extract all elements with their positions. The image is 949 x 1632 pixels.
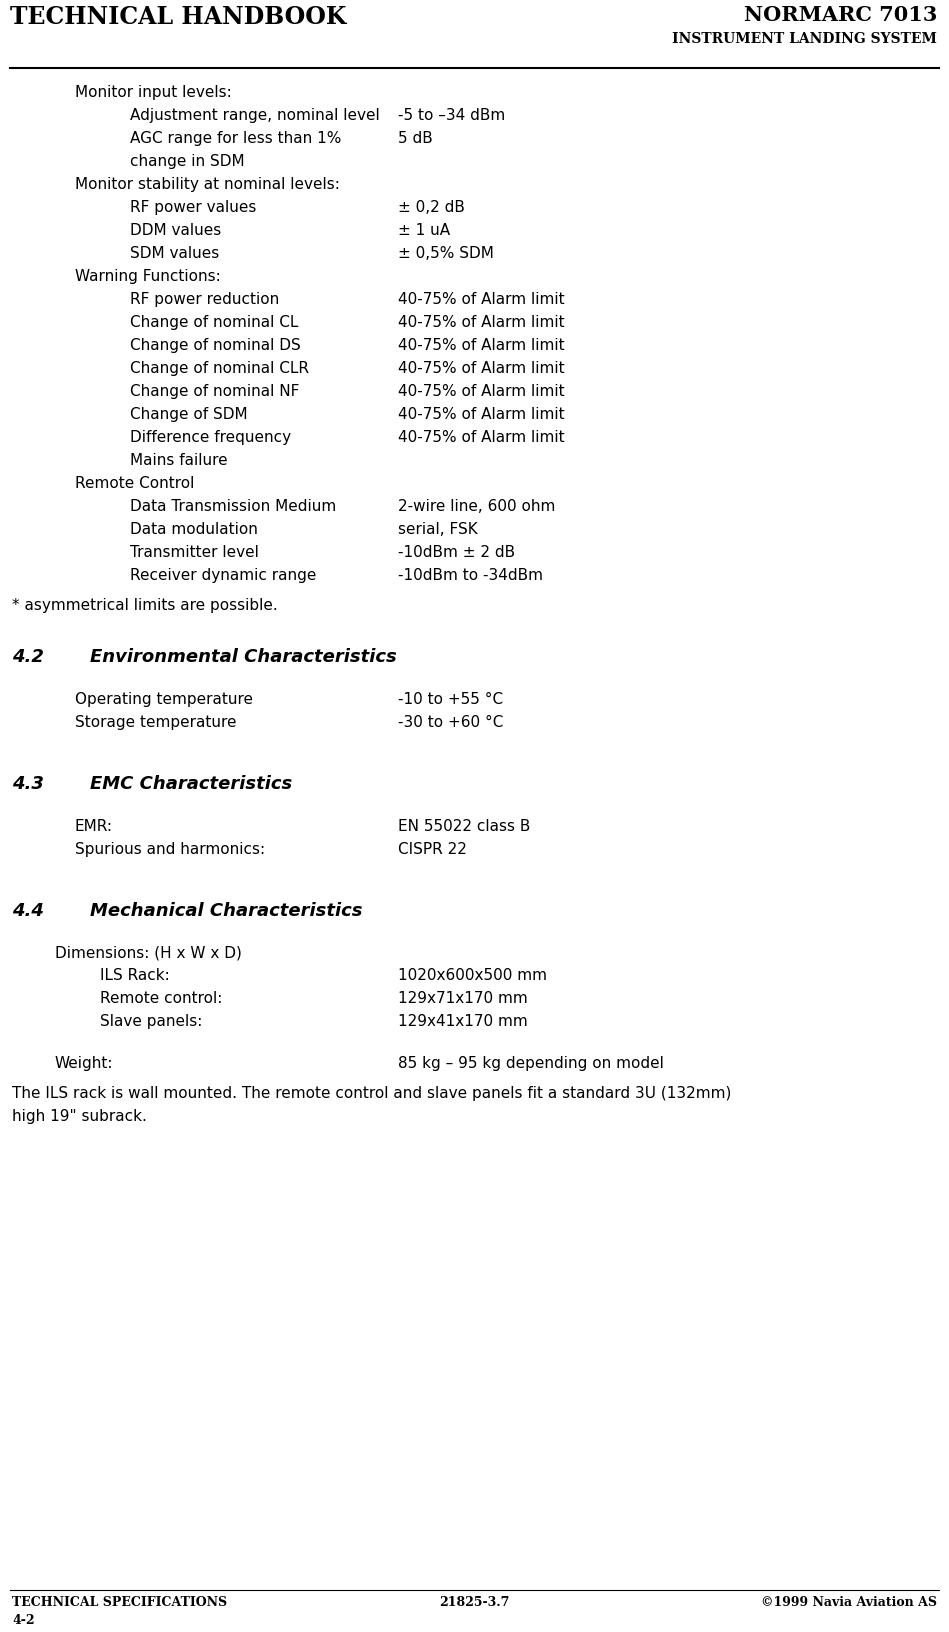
Text: Monitor input levels:: Monitor input levels: xyxy=(75,85,232,100)
Text: Remote control:: Remote control: xyxy=(100,991,222,1007)
Text: 4.2: 4.2 xyxy=(12,648,44,666)
Text: Mains failure: Mains failure xyxy=(130,454,228,468)
Text: NORMARC 7013: NORMARC 7013 xyxy=(744,5,937,24)
Text: Mechanical Characteristics: Mechanical Characteristics xyxy=(90,901,363,919)
Text: 40-75% of Alarm limit: 40-75% of Alarm limit xyxy=(398,361,565,375)
Text: INSTRUMENT LANDING SYSTEM: INSTRUMENT LANDING SYSTEM xyxy=(672,33,937,46)
Text: Data modulation: Data modulation xyxy=(130,522,258,537)
Text: 40-75% of Alarm limit: 40-75% of Alarm limit xyxy=(398,429,565,446)
Text: 4.3: 4.3 xyxy=(12,775,44,793)
Text: 40-75% of Alarm limit: 40-75% of Alarm limit xyxy=(398,292,565,307)
Text: Change of SDM: Change of SDM xyxy=(130,406,248,423)
Text: -30 to +60 °C: -30 to +60 °C xyxy=(398,715,503,730)
Text: Remote Control: Remote Control xyxy=(75,477,195,491)
Text: EN 55022 class B: EN 55022 class B xyxy=(398,819,530,834)
Text: EMR:: EMR: xyxy=(75,819,113,834)
Text: ± 0,5% SDM: ± 0,5% SDM xyxy=(398,246,493,261)
Text: ± 0,2 dB: ± 0,2 dB xyxy=(398,201,465,215)
Text: RF power reduction: RF power reduction xyxy=(130,292,279,307)
Text: TECHNICAL SPECIFICATIONS: TECHNICAL SPECIFICATIONS xyxy=(12,1596,227,1609)
Text: Change of nominal NF: Change of nominal NF xyxy=(130,384,299,398)
Text: 4.4: 4.4 xyxy=(12,901,44,919)
Text: Receiver dynamic range: Receiver dynamic range xyxy=(130,568,316,583)
Text: serial, FSK: serial, FSK xyxy=(398,522,477,537)
Text: -10dBm ± 2 dB: -10dBm ± 2 dB xyxy=(398,545,515,560)
Text: 129x41x170 mm: 129x41x170 mm xyxy=(398,1013,528,1030)
Text: Operating temperature: Operating temperature xyxy=(75,692,253,707)
Text: 40-75% of Alarm limit: 40-75% of Alarm limit xyxy=(398,406,565,423)
Text: -10 to +55 °C: -10 to +55 °C xyxy=(398,692,503,707)
Text: TECHNICAL HANDBOOK: TECHNICAL HANDBOOK xyxy=(10,5,346,29)
Text: Spurious and harmonics:: Spurious and harmonics: xyxy=(75,842,265,857)
Text: RF power values: RF power values xyxy=(130,201,256,215)
Text: Transmitter level: Transmitter level xyxy=(130,545,259,560)
Text: 5 dB: 5 dB xyxy=(398,131,433,145)
Text: Monitor stability at nominal levels:: Monitor stability at nominal levels: xyxy=(75,176,340,193)
Text: SDM values: SDM values xyxy=(130,246,219,261)
Text: ILS Rack:: ILS Rack: xyxy=(100,968,170,982)
Text: ± 1 uA: ± 1 uA xyxy=(398,224,450,238)
Text: 85 kg – 95 kg depending on model: 85 kg – 95 kg depending on model xyxy=(398,1056,664,1071)
Text: 129x71x170 mm: 129x71x170 mm xyxy=(398,991,528,1007)
Text: Storage temperature: Storage temperature xyxy=(75,715,236,730)
Text: Change of nominal DS: Change of nominal DS xyxy=(130,338,301,353)
Text: change in SDM: change in SDM xyxy=(130,153,245,170)
Text: 40-75% of Alarm limit: 40-75% of Alarm limit xyxy=(398,338,565,353)
Text: 1020x600x500 mm: 1020x600x500 mm xyxy=(398,968,547,982)
Text: Environmental Characteristics: Environmental Characteristics xyxy=(90,648,397,666)
Text: AGC range for less than 1%: AGC range for less than 1% xyxy=(130,131,342,145)
Text: Dimensions: (H x W x D): Dimensions: (H x W x D) xyxy=(55,945,242,960)
Text: Difference frequency: Difference frequency xyxy=(130,429,291,446)
Text: -10dBm to -34dBm: -10dBm to -34dBm xyxy=(398,568,543,583)
Text: -5 to –34 dBm: -5 to –34 dBm xyxy=(398,108,505,122)
Text: 2-wire line, 600 ohm: 2-wire line, 600 ohm xyxy=(398,499,555,514)
Text: CISPR 22: CISPR 22 xyxy=(398,842,467,857)
Text: Slave panels:: Slave panels: xyxy=(100,1013,202,1030)
Text: Change of nominal CLR: Change of nominal CLR xyxy=(130,361,309,375)
Text: Data Transmission Medium: Data Transmission Medium xyxy=(130,499,336,514)
Text: ©1999 Navia Aviation AS: ©1999 Navia Aviation AS xyxy=(761,1596,937,1609)
Text: 40-75% of Alarm limit: 40-75% of Alarm limit xyxy=(398,384,565,398)
Text: The ILS rack is wall mounted. The remote control and slave panels fit a standard: The ILS rack is wall mounted. The remote… xyxy=(12,1085,732,1100)
Text: Adjustment range, nominal level: Adjustment range, nominal level xyxy=(130,108,380,122)
Text: EMC Characteristics: EMC Characteristics xyxy=(90,775,292,793)
Text: 21825-3.7: 21825-3.7 xyxy=(439,1596,510,1609)
Text: 40-75% of Alarm limit: 40-75% of Alarm limit xyxy=(398,315,565,330)
Text: DDM values: DDM values xyxy=(130,224,221,238)
Text: Warning Functions:: Warning Functions: xyxy=(75,269,221,284)
Text: Change of nominal CL: Change of nominal CL xyxy=(130,315,298,330)
Text: 4-2: 4-2 xyxy=(12,1614,34,1627)
Text: * asymmetrical limits are possible.: * asymmetrical limits are possible. xyxy=(12,597,278,614)
Text: Weight:: Weight: xyxy=(55,1056,114,1071)
Text: high 19" subrack.: high 19" subrack. xyxy=(12,1108,147,1123)
